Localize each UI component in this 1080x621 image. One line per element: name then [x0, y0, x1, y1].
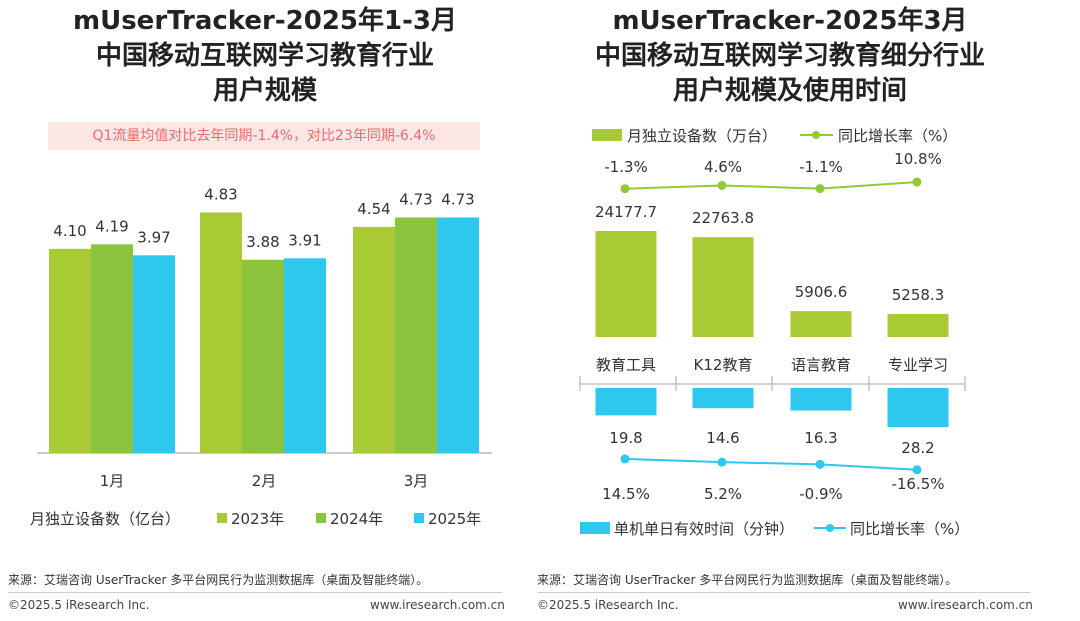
- growth-line-top: [624, 181, 918, 190]
- legend-swatch-time: [580, 522, 610, 534]
- growth-line-bottom: [624, 457, 918, 471]
- x-tick-label: 3月: [404, 472, 429, 490]
- left-title-line-3: 用户规模: [212, 76, 317, 106]
- growth-point-bottom: [912, 465, 922, 475]
- time-value-label: 28.2: [901, 439, 934, 457]
- left-title-line-1: mUserTracker-2025年1-3月: [73, 6, 457, 36]
- summary-banner: Q1流量均值对比去年同期-1.4%，对比23年同期-6.4%: [48, 122, 480, 150]
- bar-2023年-1月: [49, 248, 91, 453]
- growth-label-bottom: 14.5%: [602, 485, 650, 503]
- device-value-label: 24177.7: [595, 203, 657, 221]
- device-bar-语言教育: [790, 311, 852, 337]
- device-bar-教育工具: [595, 231, 657, 337]
- bar-2025年-3月: [437, 217, 479, 453]
- time-value-label: 16.3: [804, 429, 837, 447]
- legend-swatch-2025年: [414, 513, 424, 523]
- growth-label-top: -1.3%: [604, 158, 648, 176]
- time-bar-K12教育: [692, 388, 754, 409]
- right-divider: [537, 592, 1031, 593]
- legend-swatch-2023年: [217, 513, 227, 523]
- bar-value-label: 4.10: [53, 222, 86, 240]
- growth-label-top: 4.6%: [704, 158, 742, 176]
- growth-point-top: [717, 180, 727, 190]
- bar-value-label: 3.88: [246, 233, 279, 251]
- legend-label: 单机单日有效时间（分钟）: [614, 520, 794, 538]
- device-bar-专业学习: [887, 313, 949, 337]
- bar-2023年-2月: [200, 212, 242, 453]
- category-label: K12教育: [694, 356, 753, 374]
- bar-2024年-2月: [242, 259, 284, 453]
- growth-label-bottom: -0.9%: [799, 485, 843, 503]
- left-title-line-2: 中国移动互联网学习教育行业: [95, 41, 434, 71]
- bar-2024年-1月: [91, 244, 133, 453]
- bar-value-label: 4.54: [357, 200, 390, 218]
- left-website: www.iresearch.com.cn: [370, 598, 505, 612]
- category-label: 教育工具: [596, 356, 656, 374]
- legend-label: 同比增长率（%）: [838, 127, 957, 145]
- bar-2024年-3月: [395, 217, 437, 453]
- legend-label: 月独立设备数（万台）: [627, 127, 777, 145]
- bar-value-label: 4.73: [399, 190, 432, 208]
- left-divider: [8, 592, 502, 593]
- time-value-label: 14.6: [706, 429, 739, 447]
- legend-metric-label: 月独立设备数（亿台）: [30, 510, 180, 528]
- right-copyright: ©2025.5 iResearch Inc.: [537, 598, 679, 612]
- time-bar-语言教育: [790, 388, 852, 411]
- legend-label: 2025年: [428, 510, 481, 528]
- legend-marker-growth-bottom: [826, 524, 834, 532]
- right-source-note: 来源：艾瑞咨询 UserTracker 多平台网民行为监测数据库（桌面及智能终端…: [537, 573, 958, 587]
- growth-label-bottom: -16.5%: [891, 475, 944, 493]
- device-value-label: 22763.8: [692, 209, 754, 227]
- right-chart-title: mUserTracker-2025年3月 中国移动互联网学习教育细分行业 用户规…: [540, 4, 1040, 109]
- device-bar-K12教育: [692, 237, 754, 337]
- x-tick-label: 1月: [100, 472, 125, 490]
- legend-label: 2024年: [330, 510, 383, 528]
- bar-2023年-3月: [353, 226, 395, 453]
- legend-swatch-devices: [592, 129, 622, 141]
- left-chart-title: mUserTracker-2025年1-3月 中国移动互联网学习教育行业 用户规…: [20, 4, 510, 109]
- growth-point-bottom: [717, 457, 727, 467]
- growth-point-bottom: [815, 459, 825, 469]
- device-value-label: 5258.3: [892, 286, 945, 304]
- right-title-line-2: 中国移动互联网学习教育细分行业: [594, 41, 985, 71]
- bar-2025年-2月: [284, 258, 326, 453]
- bar-value-label: 4.83: [204, 185, 237, 203]
- legend-marker-growth-top: [812, 131, 820, 139]
- category-label: 语言教育: [791, 356, 851, 374]
- left-source-note: 来源：艾瑞咨询 UserTracker 多平台网民行为监测数据库（桌面及智能终端…: [8, 573, 429, 587]
- growth-point-bottom: [620, 454, 630, 464]
- growth-label-top: -1.1%: [799, 158, 843, 176]
- bar-value-label: 4.73: [441, 190, 474, 208]
- left-copyright: ©2025.5 iResearch Inc.: [8, 598, 150, 612]
- bar-value-label: 4.19: [95, 217, 128, 235]
- growth-label-bottom: 5.2%: [704, 485, 742, 503]
- bar-2025年-1月: [133, 255, 175, 453]
- time-bar-专业学习: [887, 388, 949, 427]
- legend-label: 同比增长率（%）: [850, 520, 969, 538]
- time-value-label: 19.8: [609, 429, 642, 447]
- growth-point-top: [912, 177, 922, 187]
- right-title-line-3: 用户规模及使用时间: [672, 76, 907, 106]
- legend-swatch-2024年: [316, 513, 326, 523]
- bar-value-label: 3.91: [288, 231, 321, 249]
- growth-label-top: 10.8%: [894, 150, 942, 168]
- right-website: www.iresearch.com.cn: [898, 598, 1033, 612]
- growth-point-top: [815, 184, 825, 194]
- x-tick-label: 2月: [252, 472, 277, 490]
- growth-point-top: [620, 184, 630, 194]
- right-title-line-1: mUserTracker-2025年3月: [612, 6, 968, 36]
- bar-value-label: 3.97: [137, 228, 170, 246]
- legend-label: 2023年: [231, 510, 284, 528]
- time-bar-教育工具: [595, 388, 657, 416]
- category-label: 专业学习: [888, 356, 948, 374]
- device-value-label: 5906.6: [795, 283, 848, 301]
